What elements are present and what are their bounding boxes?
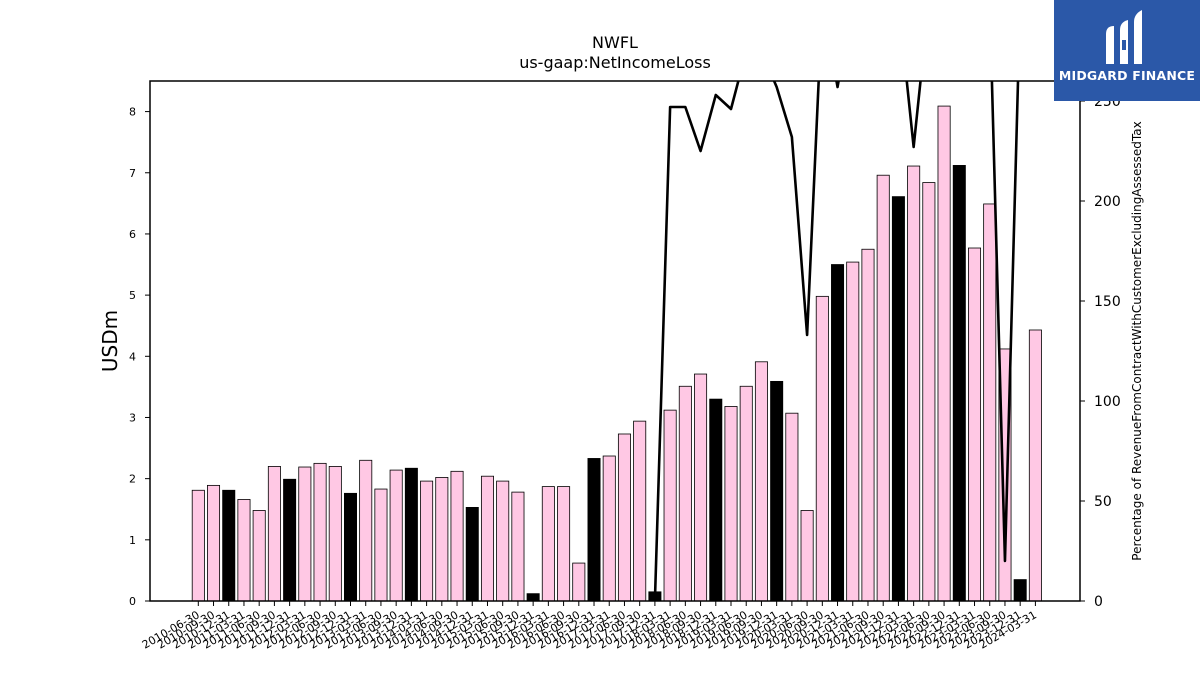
y-tick-label: 5 <box>129 289 136 302</box>
y-axis-right-label: Percentage of RevenueFromContractWithCus… <box>1130 121 1144 560</box>
bar <box>404 467 418 602</box>
bar <box>1028 329 1042 602</box>
bar <box>343 492 357 602</box>
bar <box>663 409 677 602</box>
line-layer <box>653 81 1020 601</box>
bar <box>587 458 601 602</box>
bar <box>754 361 768 602</box>
bar <box>709 398 723 602</box>
bar <box>831 264 845 602</box>
y-right-tick-label: 150 <box>1094 294 1121 310</box>
bar <box>1013 579 1027 602</box>
y-tick-label: 2 <box>129 473 136 486</box>
bar <box>420 480 434 602</box>
logo-text: MIDGARD FINANCE <box>1058 68 1196 83</box>
bar <box>633 420 647 602</box>
y-right-tick-label: 0 <box>1094 594 1103 610</box>
bar <box>374 488 388 602</box>
bar <box>800 510 814 602</box>
midgard-logo-icon <box>1106 10 1142 64</box>
chart-title: NWFL <box>592 33 638 52</box>
bar <box>724 406 738 602</box>
bar <box>557 486 571 602</box>
bar <box>298 466 312 602</box>
bar <box>283 478 297 602</box>
bar <box>465 506 479 602</box>
bar <box>572 562 586 602</box>
y-axis-left: 0 1 2 3 4 5 6 7 8 <box>129 106 150 608</box>
series-line <box>653 81 1020 601</box>
y-tick-label: 8 <box>129 106 136 119</box>
y-tick-label: 6 <box>129 228 136 241</box>
bars-layer <box>191 105 1042 602</box>
bar <box>450 470 464 602</box>
bar <box>435 477 449 602</box>
bar <box>739 385 753 602</box>
bar <box>983 203 997 602</box>
bar <box>526 593 540 602</box>
x-axis: 2010-06-302010-09-302010-12-312011-03-31… <box>140 601 1039 652</box>
bar <box>694 373 708 602</box>
bar <box>922 182 936 602</box>
bar <box>785 412 799 602</box>
y-tick-label: 3 <box>129 411 136 424</box>
bar <box>252 510 266 602</box>
bar <box>770 380 784 602</box>
bar <box>602 455 616 602</box>
bar <box>267 466 281 602</box>
bar <box>328 466 342 602</box>
bar <box>815 295 829 602</box>
bar <box>237 499 251 602</box>
bar <box>313 462 327 602</box>
bar <box>952 165 966 602</box>
bar <box>191 489 205 602</box>
bar <box>496 480 510 602</box>
bar <box>937 105 951 602</box>
y-right-tick-label: 100 <box>1094 394 1121 410</box>
y-axis-label: USDm <box>98 310 122 372</box>
bar <box>541 486 555 602</box>
midgard-finance-logo: MIDGARD FINANCE <box>1054 0 1200 101</box>
bar <box>876 174 890 602</box>
bar <box>222 489 236 602</box>
bar <box>617 433 631 602</box>
y-right-tick-label: 50 <box>1094 494 1112 510</box>
plot-frame <box>149 80 1081 602</box>
y-right-tick-label: 200 <box>1094 194 1121 210</box>
bar <box>511 491 525 602</box>
bar <box>861 248 875 602</box>
bar <box>207 484 221 602</box>
bar <box>389 469 403 602</box>
bar <box>968 247 982 602</box>
y-tick-label: 0 <box>129 595 136 608</box>
bar <box>907 165 921 602</box>
bar <box>891 196 905 602</box>
bar <box>846 261 860 602</box>
y-tick-label: 4 <box>129 350 136 363</box>
bar <box>480 475 494 602</box>
y-tick-label: 7 <box>129 167 136 180</box>
chart-subtitle: us-gaap:NetIncomeLoss <box>519 53 711 72</box>
bar <box>359 459 373 602</box>
bar <box>678 385 692 602</box>
y-tick-label: 1 <box>129 534 136 547</box>
